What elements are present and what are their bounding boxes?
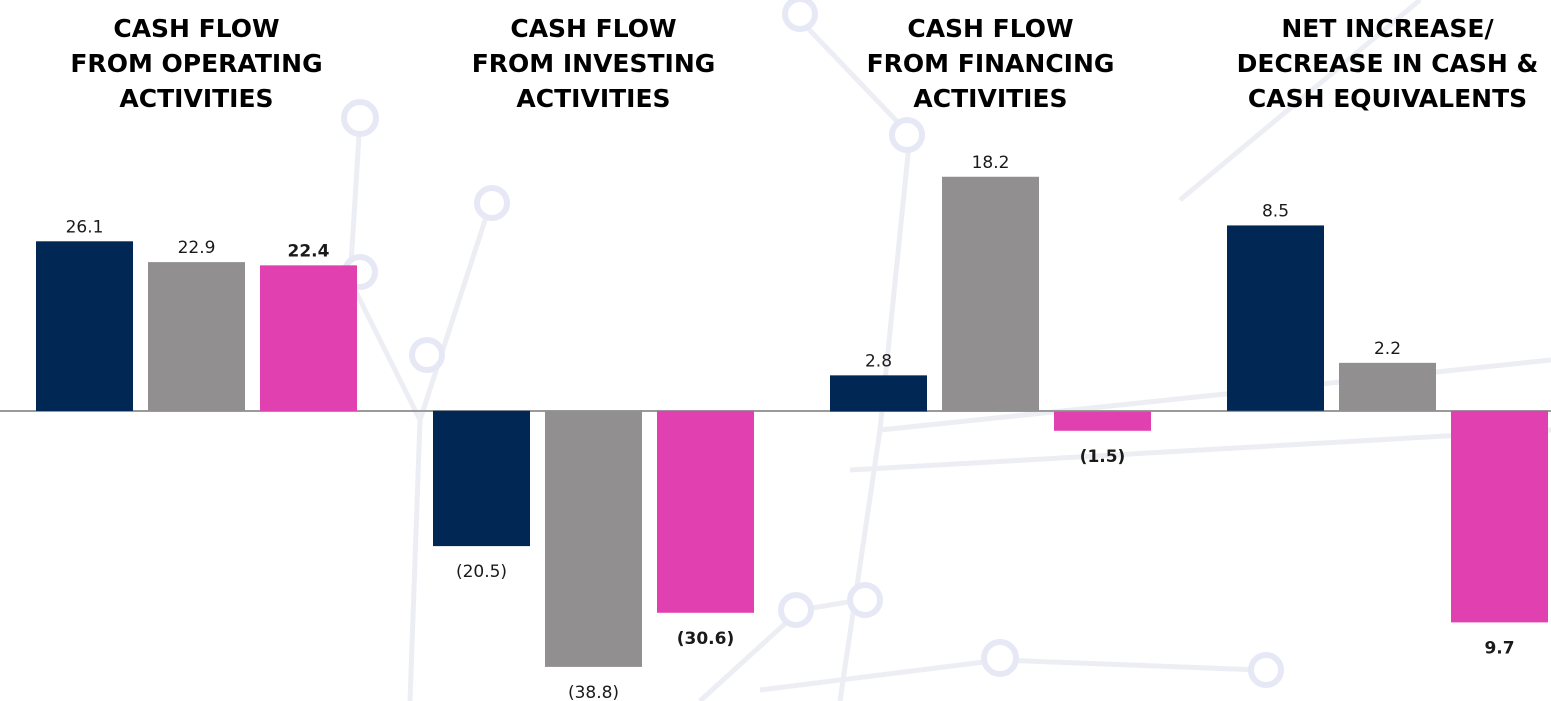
deco-line [798,18,913,701]
chart-title: CASH FLOW [113,14,279,43]
bar [36,241,133,412]
value-label: 2.2 [1374,339,1401,359]
deco-node [981,639,1019,677]
bar [657,410,754,613]
chart-title: ACTIVITIES [913,84,1067,113]
chart-title: DECREASE IN CASH & [1237,49,1539,78]
bar [1339,362,1436,411]
deco-line [417,204,493,421]
bar [830,375,927,412]
deco-node [409,337,445,373]
deco-node [889,117,925,153]
deco-node [847,582,883,618]
bar [433,410,530,547]
value-label: 2.8 [865,351,892,371]
chart-title: FROM OPERATING [70,49,322,78]
deco-line [347,119,423,701]
value-label: (30.6) [677,629,734,649]
value-label: (1.5) [1080,447,1126,467]
chart-title: ACTIVITIES [119,84,273,113]
bar [1054,411,1151,431]
bar [1451,410,1548,623]
value-label: 9.7 [1484,638,1514,658]
deco-node [474,185,510,221]
chart-title: FROM INVESTING [472,49,716,78]
chart-title: FROM FINANCING [867,49,1115,78]
bar [942,176,1039,412]
deco-line [1178,0,1422,202]
bar [148,262,245,412]
chart-title: CASH FLOW [907,14,1073,43]
chart-title: CASH EQUIVALENTS [1248,84,1527,113]
bar [1227,225,1324,411]
deco-line [849,427,1551,473]
chart-title: CASH FLOW [510,14,676,43]
value-label: 18.2 [972,153,1010,173]
value-label: (20.5) [456,562,507,582]
value-label: 22.4 [288,241,330,261]
chart-title: NET INCREASE/ [1281,14,1494,43]
value-label: (38.8) [568,683,619,701]
background-decoration [341,0,1551,701]
value-label: 22.9 [178,238,216,258]
deco-node [782,0,818,32]
deco-node [341,99,379,137]
deco-node [778,592,814,628]
deco-node [1248,652,1284,688]
bar [545,410,642,667]
chart-title: ACTIVITIES [516,84,670,113]
deco-line [879,357,1551,433]
bar [260,265,357,412]
value-label: 8.5 [1262,201,1289,221]
value-label: 26.1 [66,217,104,237]
